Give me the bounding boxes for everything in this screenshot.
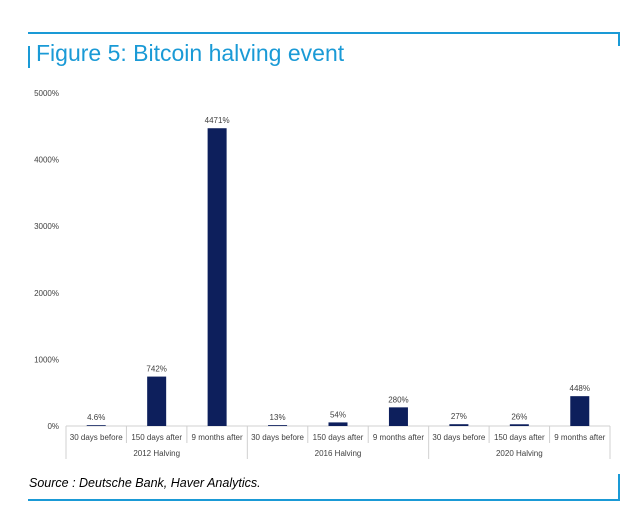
x-category-label: 30 days before bbox=[251, 433, 304, 442]
x-group-label: 2016 Halving bbox=[315, 449, 362, 458]
data-label: 54% bbox=[330, 410, 346, 419]
bar bbox=[570, 396, 590, 426]
frame-right-bottom-line bbox=[618, 474, 620, 499]
data-label: 448% bbox=[570, 384, 590, 393]
x-category-label: 9 months after bbox=[554, 433, 605, 442]
x-category-label: 30 days before bbox=[70, 433, 123, 442]
x-category-label: 150 days after bbox=[313, 433, 364, 442]
bar bbox=[86, 425, 106, 426]
x-category-label: 150 days after bbox=[494, 433, 545, 442]
x-category-label: 30 days before bbox=[432, 433, 485, 442]
x-group-label: 2020 Halving bbox=[496, 449, 543, 458]
frame-top-line bbox=[28, 32, 620, 34]
data-label: 4471% bbox=[205, 116, 230, 125]
y-tick-label: 4000% bbox=[34, 156, 59, 165]
data-label: 4.6% bbox=[87, 413, 105, 422]
bar bbox=[449, 424, 469, 426]
frame-left-line bbox=[28, 46, 30, 68]
x-category-label: 9 months after bbox=[373, 433, 424, 442]
frame-right-top-line bbox=[618, 32, 620, 46]
data-label: 27% bbox=[451, 412, 467, 421]
x-group-label: 2012 Halving bbox=[133, 449, 180, 458]
bar bbox=[388, 407, 408, 426]
x-category-label: 150 days after bbox=[131, 433, 182, 442]
data-label: 280% bbox=[388, 395, 408, 404]
y-tick-label: 2000% bbox=[34, 289, 59, 298]
x-category-label: 9 months after bbox=[192, 433, 243, 442]
figure-title: Figure 5: Bitcoin halving event bbox=[36, 40, 345, 66]
y-tick-label: 0% bbox=[47, 422, 59, 431]
source-note: Source : Deutsche Bank, Haver Analytics. bbox=[29, 476, 261, 490]
y-tick-label: 3000% bbox=[34, 222, 59, 231]
data-label: 13% bbox=[270, 413, 286, 422]
bar bbox=[147, 376, 167, 426]
data-label: 742% bbox=[146, 365, 166, 374]
y-tick-label: 1000% bbox=[34, 355, 59, 364]
frame-bottom-line bbox=[28, 499, 620, 501]
bar bbox=[268, 425, 288, 426]
bar bbox=[509, 424, 529, 426]
bar bbox=[207, 128, 227, 427]
data-label: 26% bbox=[511, 412, 527, 421]
bar-chart: 0% 1000% 2000% 3000% 4000% 5000% 4.6% 30 days b… bbox=[34, 89, 611, 459]
y-tick-label: 5000% bbox=[34, 89, 59, 98]
bar bbox=[328, 422, 348, 426]
